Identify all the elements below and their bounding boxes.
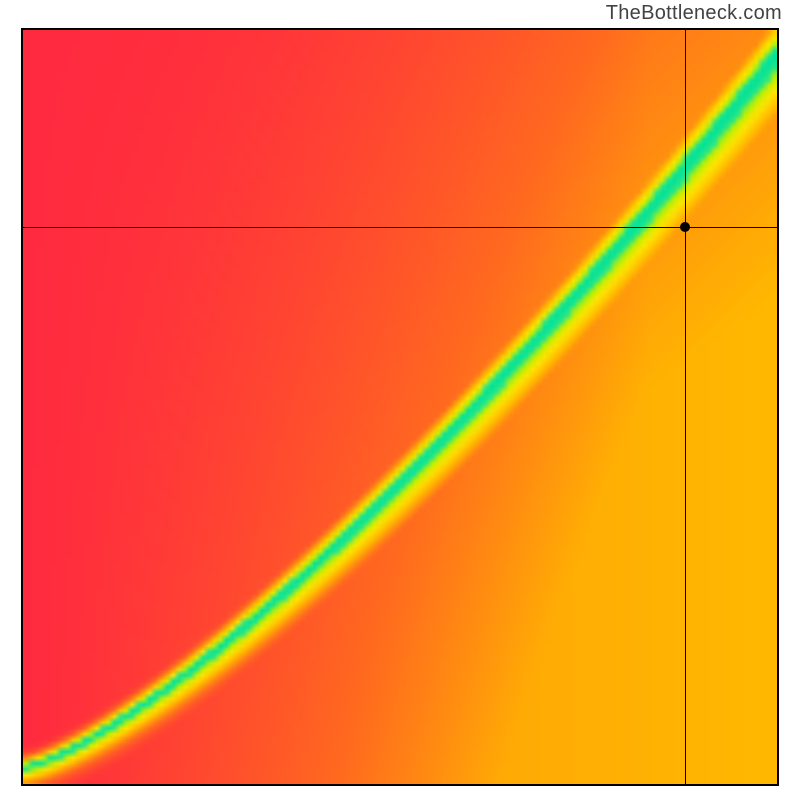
- crosshair-marker: [680, 222, 690, 232]
- crosshair-vertical: [685, 30, 686, 784]
- crosshair-horizontal: [23, 227, 777, 228]
- heatmap-canvas: [23, 30, 777, 784]
- watermark-text: TheBottleneck.com: [606, 2, 782, 25]
- heatmap-plot: [21, 28, 779, 786]
